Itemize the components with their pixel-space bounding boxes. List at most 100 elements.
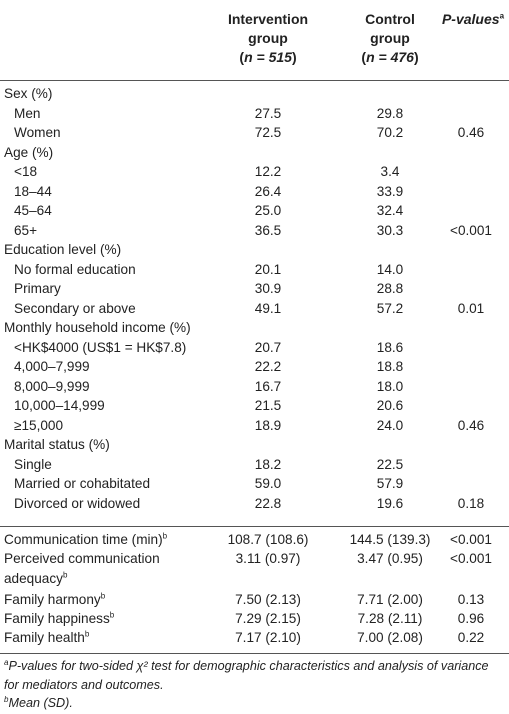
section-heading-row: Monthly household income (%) [0,318,509,338]
section-heading-row: Age (%) [0,143,509,163]
table-row: Family happinessb 7.29 (2.15) 7.28 (2.11) 0… [0,609,509,629]
table-row: No formal education 20.1 14.0 [0,260,509,280]
row-label: Monthly household income (%) [4,320,191,335]
intervention-value: 26.4 [254,183,282,199]
row-label: Women [14,125,61,140]
table-row: Women 72.5 70.2 0.46 [0,123,509,143]
intervention-value: 30.9 [254,281,282,296]
section-rule [0,526,509,527]
table-row: Married or cohabitated 59.0 57.9 [0,474,509,494]
intervention-value: 3.11 (0.97) [235,551,301,566]
footnote-b-mark: b [4,694,9,704]
row-label: Men [14,105,41,121]
row-label: <18 [14,164,38,179]
control-value: 7.00 (2.08) [357,630,423,645]
table-row: ≥15,000 18.9 24.0 0.46 [0,416,509,436]
row-label: Divorced or widowed [14,495,141,511]
row-label-text: Family happiness [4,611,110,626]
header-control-line1: Control [365,11,415,27]
control-value: 19.6 [376,495,404,511]
control-value: 57.2 [376,300,404,316]
row-label: Single [14,456,52,472]
table-row: 65+ 36.5 30.3 <0.001 [0,221,509,241]
intervention-value: 49.1 [254,300,282,316]
footnote-a-mark: a [4,657,9,667]
table-row: <18 12.2 3.4 [0,162,509,182]
intervention-value: 16.7 [254,378,282,394]
control-value: 3.4 [380,164,400,179]
row-label: 18–44 [14,183,52,199]
intervention-value: 108.7 (108.6) [227,532,309,547]
row-label: 8,000–9,999 [14,378,90,394]
row-label: Sex (%) [4,86,53,101]
intervention-value: 7.50 (2.13) [235,592,301,607]
row-label: Primary [14,281,61,296]
p-value: 0.46 [457,125,485,140]
row-label: 45–64 [14,203,52,218]
control-value: 7.28 (2.11) [357,611,423,626]
header-intervention-n-value: n = 515 [244,49,292,65]
row-label: Communication time (min)b [4,530,167,550]
p-value: <0.001 [450,222,492,238]
table-row: 18–44 26.4 33.9 [0,182,509,202]
p-value: 0.01 [457,300,485,316]
intervention-value: 20.7 [254,339,282,355]
row-label-text: Communication time (min) [4,532,163,547]
intervention-value: 7.17 (2.10) [235,630,301,645]
row-label-sup: b [100,591,106,601]
row-label: 10,000–14,999 [14,398,105,413]
p-value: 0.22 [457,630,485,645]
row-label: Secondary or above [14,300,136,316]
control-value: 20.6 [376,398,404,413]
intervention-value: 25.0 [254,203,282,218]
table-row: Primary 30.9 28.8 [0,279,509,299]
section-heading-row: Sex (%) [0,84,509,104]
table-row: Secondary or above 49.1 57.2 0.01 [0,299,509,319]
header-intervention-line1: Intervention [227,11,309,27]
intervention-value: 59.0 [254,476,282,491]
intervention-value: 12.2 [254,164,282,179]
control-value: 18.8 [376,359,404,374]
header-pvalues-label: P-values [441,11,500,27]
p-value: 0.13 [457,592,485,607]
row-label: Family healthb [4,628,89,648]
row-label-text: Perceived communication [4,551,160,566]
row-label-sup: b [84,629,90,639]
row-label: <HK$4000 (US$1 = HK$7.8) [14,339,187,355]
header-pvalues-sup: a [499,11,505,21]
table-row: Single 18.2 22.5 [0,455,509,475]
row-label: 65+ [14,222,38,238]
intervention-value: 72.5 [254,125,282,140]
control-value: 14.0 [376,261,404,277]
table-row-continuation: adequacyb [0,569,509,589]
row-label: 4,000–7,999 [14,359,90,374]
control-value: 28.8 [376,281,404,296]
section-heading-row: Education level (%) [0,240,509,260]
p-value: 0.46 [457,417,485,433]
intervention-value: 18.2 [254,456,282,472]
p-value: 0.96 [457,611,485,626]
control-value: 18.0 [376,378,404,394]
p-value: 0.18 [457,495,485,511]
table-row: Family healthb 7.17 (2.10) 7.00 (2.08) 0.22 [0,628,509,648]
header-control-line2: group [370,30,410,46]
control-value: 24.0 [376,417,404,433]
control-value: 144.5 (139.3) [349,532,431,547]
table-row: Divorced or widowed 22.8 19.6 0.18 [0,494,509,514]
header-intervention-line2: group [248,30,288,46]
intervention-value: 22.8 [254,495,282,511]
header-pvalues: P-valuesa [438,10,508,29]
intervention-value: 18.9 [254,417,282,433]
control-value: 22.5 [376,456,404,472]
intervention-value: 22.2 [254,359,282,374]
footnote-a-text: P-values for two-sided χ² test for demog… [4,659,489,692]
row-label: ≥15,000 [14,417,64,433]
intervention-value: 21.5 [254,398,282,413]
table-row: 4,000–7,999 22.2 18.8 [0,357,509,377]
table-row: 8,000–9,999 16.7 18.0 [0,377,509,397]
control-value: 18.6 [376,339,404,355]
table-row: Perceived communication 3.11 (0.97) 3.47 (… [0,549,509,569]
section-heading-row: Marital status (%) [0,435,509,455]
p-value: <0.001 [450,532,492,547]
intervention-value: 20.1 [254,261,282,277]
